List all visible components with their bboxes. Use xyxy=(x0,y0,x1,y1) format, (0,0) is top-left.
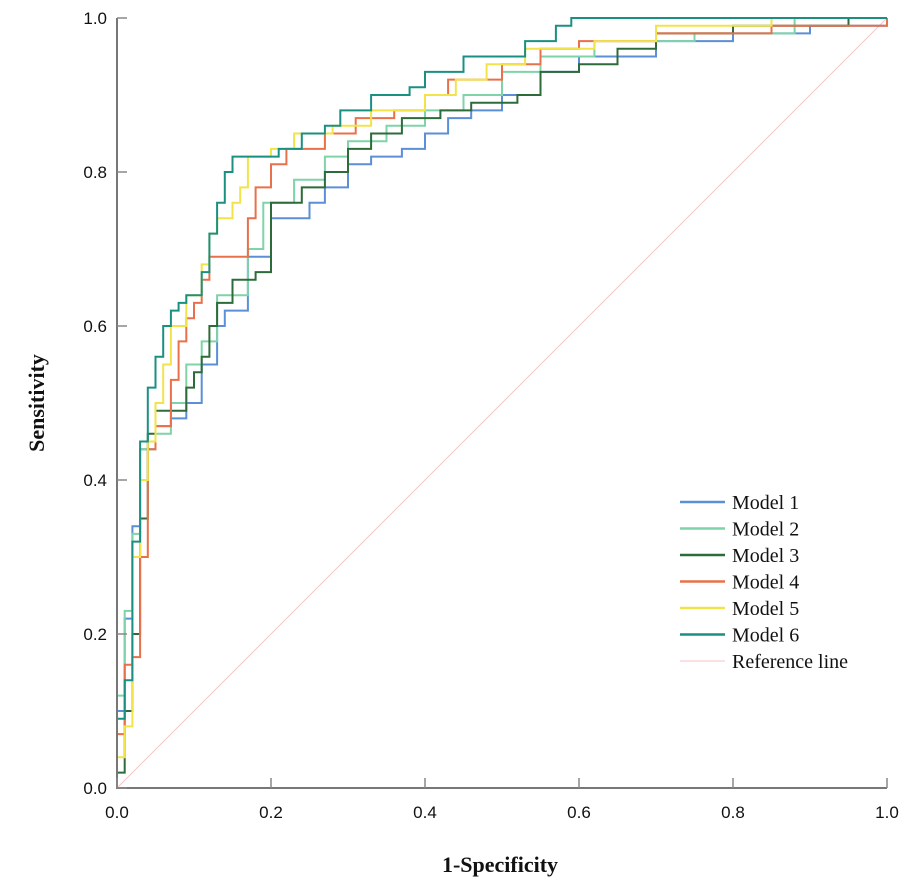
legend-item: Model 2 xyxy=(680,519,799,541)
y-tick-label: 0.4 xyxy=(83,471,107,490)
series-line-model-5 xyxy=(116,17,887,788)
series-line-model-3 xyxy=(116,17,887,788)
y-tick-label: 0.2 xyxy=(83,625,107,644)
legend-label: Reference line xyxy=(732,651,848,673)
legend-label: Model 4 xyxy=(732,572,799,594)
legend-item: Reference line xyxy=(680,651,848,673)
legend-label: Model 3 xyxy=(732,545,799,567)
y-tick-label: 1.0 xyxy=(83,9,107,28)
legend-item: Model 6 xyxy=(680,625,799,647)
x-tick-label: 0.0 xyxy=(105,803,129,822)
x-tick-label: 1.0 xyxy=(875,803,899,822)
legend-item: Model 1 xyxy=(680,492,799,514)
y-axis-title: Sensitivity xyxy=(24,354,49,452)
y-tick-label: 0.6 xyxy=(83,317,107,336)
x-ticks: 0.0 0.2 0.4 0.6 0.8 1.0 xyxy=(105,778,899,822)
legend-label: Model 5 xyxy=(732,598,799,620)
legend: Model 1 Model 2 Model 3 Model 4 Model 5 Model… xyxy=(680,492,848,673)
y-tick-label: 0.0 xyxy=(83,779,107,798)
x-tick-label: 0.8 xyxy=(721,803,745,822)
y-tick-label: 0.8 xyxy=(83,163,107,182)
x-tick-label: 0.2 xyxy=(259,803,283,822)
curves xyxy=(116,17,888,789)
legend-item: Model 3 xyxy=(680,545,799,567)
x-axis-title: 1-Specificity xyxy=(442,852,558,877)
legend-item: Model 4 xyxy=(680,572,799,594)
series-line-reference-line xyxy=(116,17,888,789)
x-tick-label: 0.4 xyxy=(413,803,437,822)
y-ticks: 0.0 0.2 0.4 0.6 0.8 1.0 xyxy=(83,9,127,798)
series-line-model-6 xyxy=(116,17,887,788)
legend-label: Model 6 xyxy=(732,625,799,647)
legend-label: Model 2 xyxy=(732,519,799,541)
x-tick-label: 0.6 xyxy=(567,803,591,822)
legend-item: Model 5 xyxy=(680,598,799,620)
legend-label: Model 1 xyxy=(732,492,799,514)
